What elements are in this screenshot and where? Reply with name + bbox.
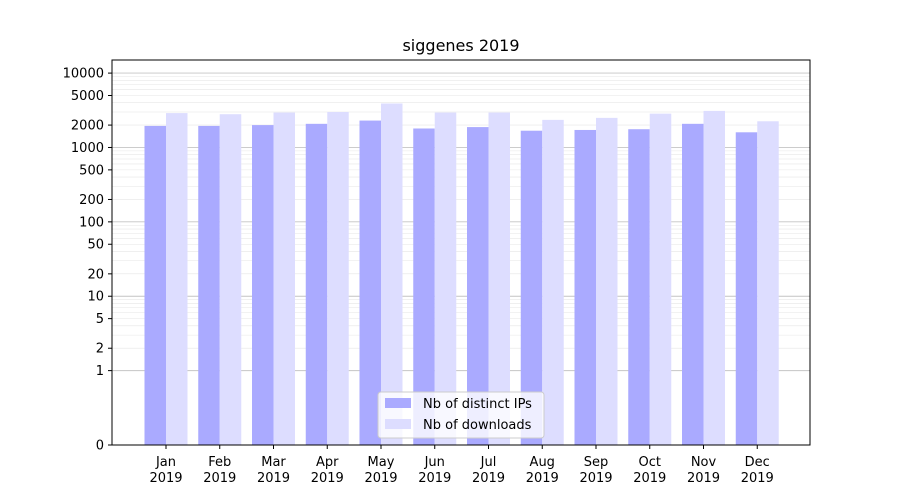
x-tick-label-month: Apr <box>316 455 339 470</box>
bar-downloads <box>596 117 618 445</box>
x-tick-label-month: Oct <box>639 455 661 470</box>
bar-distinct-ips <box>628 129 650 445</box>
chart-title: siggenes 2019 <box>402 36 519 55</box>
x-tick-label-month: Nov <box>691 455 717 470</box>
legend-swatch-downloads <box>385 419 411 429</box>
y-tick-label: 200 <box>79 193 104 208</box>
x-tick-label-month: Sep <box>584 455 609 470</box>
bar-downloads <box>219 114 242 445</box>
bar-downloads <box>381 103 403 445</box>
bar-distinct-ips <box>198 125 220 445</box>
y-tick-label: 0 <box>96 439 104 454</box>
x-tick-label-year: 2019 <box>526 471 559 486</box>
bar-downloads <box>327 111 349 446</box>
y-tick-label: 50 <box>87 238 104 253</box>
x-tick-label-month: Jul <box>480 455 497 470</box>
legend-swatch-ips <box>385 398 411 408</box>
x-tick-label-year: 2019 <box>257 471 290 486</box>
legend-label-ips: Nb of distinct IPs <box>423 397 532 412</box>
legend-label-downloads: Nb of downloads <box>423 418 532 433</box>
bar-distinct-ips <box>735 132 758 445</box>
y-tick-label: 2 <box>96 342 104 357</box>
x-tick-label-year: 2019 <box>472 471 505 486</box>
x-tick-label-month: Jun <box>424 455 445 470</box>
y-tick-label: 1000 <box>71 141 104 156</box>
x-tick-label-month: Aug <box>530 455 555 470</box>
bar-distinct-ips <box>574 129 596 446</box>
x-tick-label-month: Jan <box>155 455 176 470</box>
bar-distinct-ips <box>359 120 381 445</box>
bar-distinct-ips <box>520 130 543 445</box>
y-tick-label: 100 <box>79 215 104 230</box>
x-tick-label-year: 2019 <box>741 471 774 486</box>
y-tick-label: 10000 <box>63 67 104 82</box>
bar-downloads <box>488 112 510 445</box>
bar-distinct-ips <box>144 125 166 445</box>
y-tick-label: 10 <box>87 290 104 305</box>
bar-distinct-ips <box>467 127 489 445</box>
y-tick-label: 1 <box>96 364 104 379</box>
x-tick-label-year: 2019 <box>579 471 612 486</box>
bar-distinct-ips <box>305 123 328 446</box>
x-tick-label-month: Dec <box>745 455 770 470</box>
y-tick-label: 20 <box>87 267 104 282</box>
bar-downloads <box>542 119 564 446</box>
bar-downloads <box>434 112 457 445</box>
y-tick-label: 500 <box>79 163 104 178</box>
bar-downloads <box>649 113 672 445</box>
plot-frame <box>111 59 811 446</box>
legend: Nb of distinct IPs Nb of downloads <box>377 391 545 439</box>
y-tick-label: 5 <box>96 312 104 327</box>
x-tick-label-year: 2019 <box>633 471 666 486</box>
x-tick-label-month: Feb <box>208 455 231 470</box>
y-tick-label: 5000 <box>71 89 104 104</box>
x-tick-label-year: 2019 <box>364 471 397 486</box>
x-tick-label-year: 2019 <box>203 471 236 486</box>
bar-downloads <box>757 121 779 445</box>
x-tick-label-month: May <box>368 455 395 470</box>
bar-distinct-ips <box>413 128 435 446</box>
bar-distinct-ips <box>682 123 704 446</box>
y-tick-label: 2000 <box>71 119 104 134</box>
x-tick-label-month: Mar <box>261 455 286 470</box>
bar-distinct-ips <box>252 125 274 445</box>
bar-downloads <box>703 110 725 446</box>
x-axis: Jan2019Feb2019Mar2019Apr2019May2019Jun20… <box>149 445 774 486</box>
bars-layer <box>144 103 779 446</box>
x-tick-label-year: 2019 <box>687 471 720 486</box>
y-axis: 0 1 2 5 10 20 50 100 200 500 1000 2000 5000 10000 <box>63 67 112 454</box>
bar-downloads <box>166 113 188 445</box>
legend-box <box>377 391 545 439</box>
x-tick-label-year: 2019 <box>418 471 451 486</box>
x-tick-label-year: 2019 <box>149 471 182 486</box>
bar-downloads <box>273 112 295 445</box>
x-tick-label-year: 2019 <box>311 471 344 486</box>
